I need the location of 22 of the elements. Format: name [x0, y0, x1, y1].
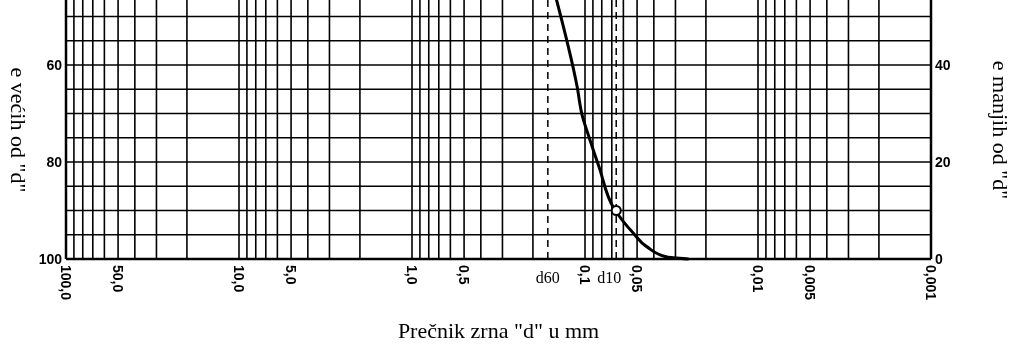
x-tick-label: 1,0 [404, 265, 420, 285]
y-tick-label: 60 [46, 56, 63, 73]
x-tick-label: 0,1 [577, 265, 593, 285]
y-tick-label: 80 [46, 154, 63, 170]
y2-tick-label: 40 [935, 56, 951, 73]
x-tick-label: 0,005 [802, 265, 819, 301]
x-axis-title: Prečnik zrna "d" u mm [397, 318, 600, 343]
x-tick-label: 0,5 [456, 265, 473, 285]
ref-line-label: d10 [597, 269, 622, 286]
x-tick-label: 0,01 [750, 265, 766, 293]
y-axis-title: e većih od "d" [5, 67, 31, 193]
y2-tick-label: 0 [935, 251, 943, 267]
y2-axis-title: e manjih od "d" [987, 60, 1013, 200]
x-tick-label: 5,0 [283, 265, 300, 285]
ref-line-label: d60 [535, 269, 560, 286]
x-tick-label: 10,0 [231, 265, 247, 293]
x-tick-label: 100,0 [58, 265, 74, 301]
y2-tick-label: 20 [935, 154, 951, 170]
x-tick-label: 50,0 [110, 265, 127, 293]
x-tick-label: 0,05 [629, 265, 646, 293]
y-tick-label: 100 [38, 251, 63, 267]
x-tick-label: 0,001 [923, 265, 939, 301]
